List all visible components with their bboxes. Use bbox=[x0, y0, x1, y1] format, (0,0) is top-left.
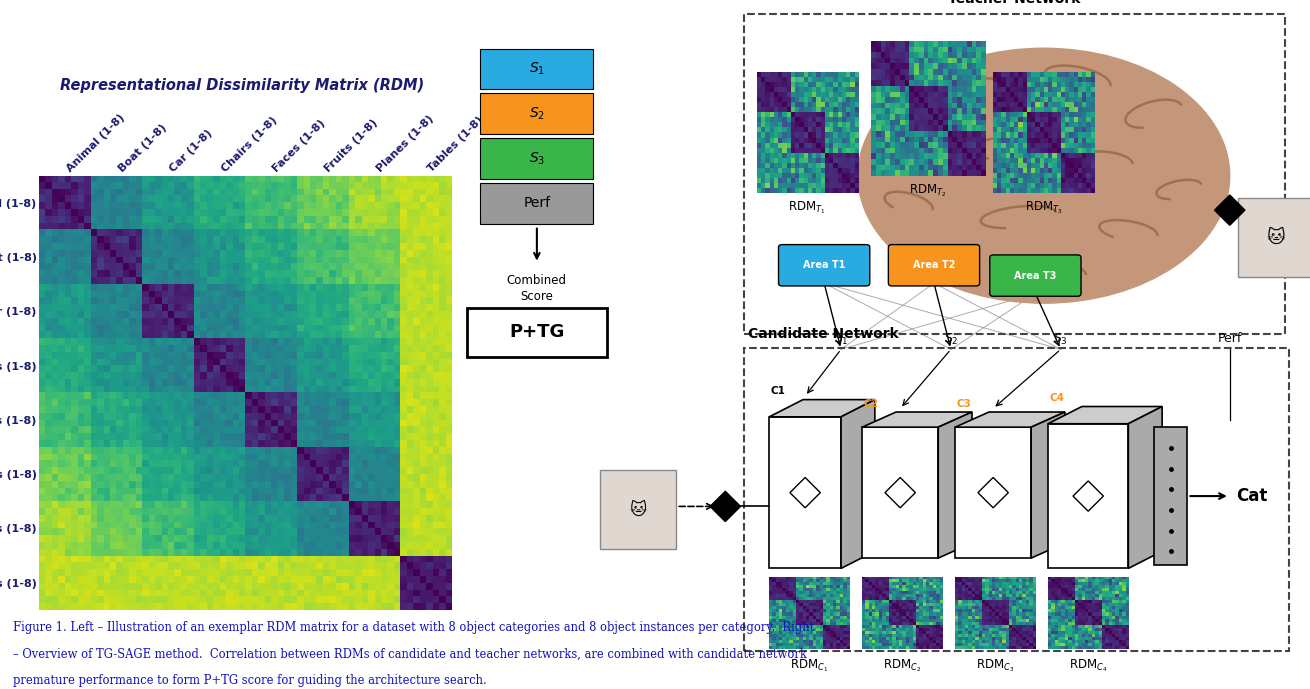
FancyBboxPatch shape bbox=[466, 308, 607, 357]
Text: Area T2: Area T2 bbox=[913, 260, 955, 270]
Polygon shape bbox=[1031, 412, 1065, 558]
Text: $S_2$: $S_2$ bbox=[529, 105, 545, 122]
Ellipse shape bbox=[858, 48, 1230, 303]
Text: $S_3$: $S_3$ bbox=[1053, 331, 1068, 347]
Text: C2: C2 bbox=[863, 398, 879, 409]
Text: C3: C3 bbox=[956, 398, 972, 409]
Text: $S_2$: $S_2$ bbox=[943, 331, 958, 347]
Text: $S_3$: $S_3$ bbox=[529, 150, 545, 167]
Text: Area T3: Area T3 bbox=[1014, 271, 1057, 280]
Text: C1: C1 bbox=[770, 386, 786, 396]
Text: premature performance to form P+TG score for guiding the architecture search.: premature performance to form P+TG score… bbox=[13, 674, 487, 687]
Polygon shape bbox=[955, 412, 1065, 427]
FancyBboxPatch shape bbox=[888, 245, 980, 286]
Polygon shape bbox=[841, 400, 875, 568]
FancyBboxPatch shape bbox=[778, 245, 870, 286]
Text: Teacher Network: Teacher Network bbox=[948, 0, 1081, 6]
Polygon shape bbox=[979, 477, 1009, 508]
Text: RDM$_{T_3}$: RDM$_{T_3}$ bbox=[1024, 200, 1062, 216]
FancyBboxPatch shape bbox=[990, 255, 1081, 296]
Text: Area T1: Area T1 bbox=[803, 260, 845, 270]
Polygon shape bbox=[1073, 481, 1103, 511]
Text: $S_1$: $S_1$ bbox=[833, 331, 849, 347]
Polygon shape bbox=[769, 417, 841, 568]
Text: $S_1$: $S_1$ bbox=[529, 61, 545, 77]
FancyBboxPatch shape bbox=[1238, 198, 1310, 277]
Text: Candidate Network: Candidate Network bbox=[748, 327, 899, 341]
Polygon shape bbox=[938, 412, 972, 558]
Text: 🐱: 🐱 bbox=[1267, 229, 1285, 247]
FancyBboxPatch shape bbox=[481, 138, 593, 178]
Polygon shape bbox=[790, 477, 820, 508]
Polygon shape bbox=[1128, 407, 1162, 568]
Polygon shape bbox=[955, 427, 1031, 558]
Text: Figure 1. Left – Illustration of an exemplar RDM matrix for a dataset with 8 obj: Figure 1. Left – Illustration of an exem… bbox=[13, 621, 815, 635]
Polygon shape bbox=[1214, 195, 1244, 225]
Text: RDM$_{T_1}$: RDM$_{T_1}$ bbox=[789, 200, 827, 216]
FancyBboxPatch shape bbox=[481, 183, 593, 223]
Text: Perf: Perf bbox=[1217, 333, 1242, 345]
Text: P+TG: P+TG bbox=[510, 323, 565, 342]
Text: Cat: Cat bbox=[1235, 487, 1267, 505]
Text: 🐱: 🐱 bbox=[630, 501, 647, 519]
Polygon shape bbox=[886, 477, 916, 508]
Text: Perf: Perf bbox=[523, 196, 550, 210]
Polygon shape bbox=[710, 491, 740, 522]
Polygon shape bbox=[1048, 407, 1162, 424]
Text: RDM$_{C_1}$: RDM$_{C_1}$ bbox=[790, 657, 828, 674]
Polygon shape bbox=[1048, 424, 1128, 568]
FancyBboxPatch shape bbox=[600, 470, 676, 550]
Text: RDM$_{C_3}$: RDM$_{C_3}$ bbox=[976, 657, 1014, 674]
Text: Combined
Score: Combined Score bbox=[507, 274, 567, 303]
Text: C4: C4 bbox=[1049, 393, 1065, 403]
Text: – Overview of TG-SAGE method.  Correlation between RDMs of candidate and teacher: – Overview of TG-SAGE method. Correlatio… bbox=[13, 648, 807, 661]
Polygon shape bbox=[862, 427, 938, 558]
Text: RDM$_{T_2}$: RDM$_{T_2}$ bbox=[909, 183, 946, 199]
Polygon shape bbox=[862, 412, 972, 427]
Text: Representational Dissimilarity Matrix (RDM): Representational Dissimilarity Matrix (R… bbox=[60, 78, 424, 93]
Text: RDM$_{C_2}$: RDM$_{C_2}$ bbox=[883, 657, 921, 674]
FancyBboxPatch shape bbox=[481, 93, 593, 134]
FancyBboxPatch shape bbox=[481, 49, 593, 90]
Text: RDM$_{C_4}$: RDM$_{C_4}$ bbox=[1069, 657, 1107, 674]
FancyBboxPatch shape bbox=[1154, 427, 1187, 565]
Polygon shape bbox=[769, 400, 875, 417]
